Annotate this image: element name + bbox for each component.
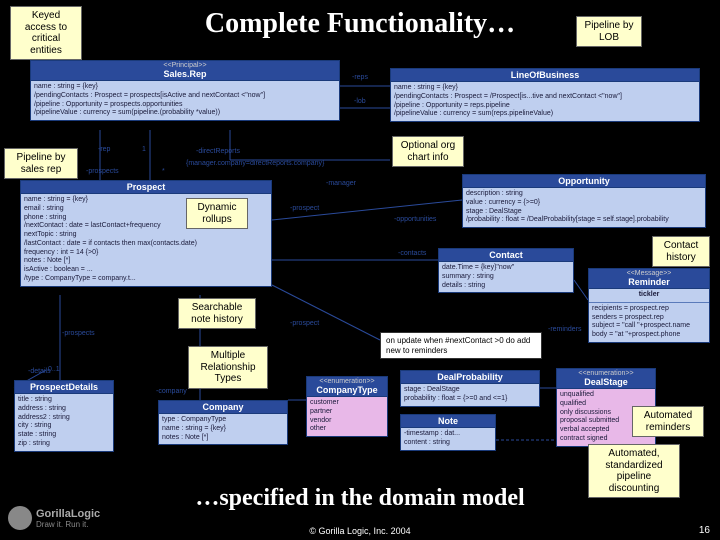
lbl-prospects2: -prospects (62, 330, 95, 337)
uml-deal-probability: DealProbability stage : DealStage probab… (400, 370, 540, 407)
logo: GorillaLogic Draw it. Run it. (8, 506, 100, 530)
callout-orgchart: Optional org chart info (392, 136, 464, 167)
uml-prospect-details: ProspectDetails title : string address :… (14, 380, 114, 452)
class-name: Reminder (628, 277, 670, 287)
uml-sales-rep: <<Principal>>Sales.Rep name : string = {… (30, 60, 340, 121)
stereo: <<enumeration>> (559, 370, 653, 377)
page-number: 16 (699, 525, 710, 536)
lbl-reminders: -reminders (548, 326, 581, 333)
lbl-prospect1: -prospect (290, 205, 319, 212)
class-name: Note (438, 416, 458, 426)
class-attrs: recipients = prospect.rep senders = pros… (589, 303, 709, 342)
class-attrs: name : string = {key} /pendingContacts :… (31, 81, 339, 120)
lbl-company: -company (156, 388, 187, 395)
uml-prospect: Prospect name : string = {key} email : s… (20, 180, 272, 287)
note-onupdate: on update when #nextContact >0 do add ne… (380, 332, 542, 359)
copyright: © Gorilla Logic, Inc. 2004 (0, 526, 720, 536)
class-name: ProspectDetails (30, 382, 98, 392)
class-name: CompanyType (316, 385, 377, 395)
class-name: Company (202, 402, 243, 412)
lbl-prospect2: -prospect (290, 320, 319, 327)
stereo: <<enumeration>> (309, 378, 385, 385)
lbl-prospects: -prospects (86, 168, 119, 175)
callout-multi-rel: Multiple Relationship Types (188, 346, 268, 389)
lbl-rep: -rep (98, 146, 110, 153)
class-attrs: description : string value : currency = … (463, 188, 705, 227)
uml-opportunity: Opportunity description : string value :… (462, 174, 706, 228)
callout-auto-reminders: Automated reminders (632, 406, 704, 437)
callout-searchable-notes: Searchable note history (178, 298, 256, 329)
uml-contact: Contact date.Time = {key}"now" summary :… (438, 248, 574, 293)
lbl-m1: 1 (142, 146, 146, 153)
callout-pipeline-lob: Pipeline by LOB (576, 16, 642, 47)
class-attrs: customer partner vendor other (307, 397, 387, 436)
uml-lob: LineOfBusiness name : string = {key} /pe… (390, 68, 700, 122)
lbl-lob: -lob (354, 98, 366, 105)
class-name: Contact (489, 250, 523, 260)
logo-text: GorillaLogic (36, 508, 100, 520)
lbl-mstar: * (162, 168, 165, 175)
class-name: LineOfBusiness (511, 70, 580, 80)
callout-auto-discount: Automated, standardized pipeline discoun… (588, 444, 680, 498)
class-name: Opportunity (558, 176, 610, 186)
lbl-mgr-rule: {manager.company=directReports.company} (186, 160, 396, 167)
uml-reminder: <<Message>>Reminder tickler recipients =… (588, 268, 710, 343)
slide-title: Complete Functionality… (110, 8, 610, 40)
lbl-reps: -reps (352, 74, 368, 81)
callout-keyed-access: Keyed access to critical entities (10, 6, 82, 60)
class-attrs: name : string = {key} /pendingContacts :… (391, 82, 699, 121)
class-name: DealStage (584, 377, 628, 387)
logo-tagline: Draw it. Run it. (36, 520, 100, 529)
class-attrs: date.Time = {key}"now" summary : string … (439, 262, 573, 292)
lbl-contacts: -contacts (398, 250, 426, 257)
class-attrs: type : CompanyType name : string = {key}… (159, 414, 287, 444)
uml-company-type: <<enumeration>>CompanyType customer part… (306, 376, 388, 437)
stereo: <<Principal>> (33, 62, 337, 69)
stereo: <<Message>> (591, 270, 707, 277)
class-attrs: title : string address : string address2… (15, 394, 113, 451)
uml-company: Company type : CompanyType name : string… (158, 400, 288, 445)
gorilla-icon (8, 506, 32, 530)
lbl-directreports: -directReports (196, 148, 240, 155)
class-name: Sales.Rep (163, 69, 206, 79)
callout-dynamic-rollups: Dynamic rollups (186, 198, 248, 229)
uml-note: Note -timestamp : dat... content : strin… (400, 414, 496, 451)
class-name: Prospect (127, 182, 166, 192)
class-attrs: stage : DealStage probability : float = … (401, 384, 539, 406)
class-attrs: -timestamp : dat... content : string (401, 428, 495, 450)
class-name: DealProbability (437, 372, 503, 382)
callout-pipeline-rep: Pipeline by sales rep (4, 148, 78, 179)
lbl-manager: -manager (326, 180, 356, 187)
callout-contact-history: Contact history (652, 236, 710, 267)
lbl-m01: 0..1 (48, 366, 60, 373)
sub-stereo: tickler (589, 289, 709, 303)
lbl-opportunities: -opportunities (394, 216, 436, 223)
